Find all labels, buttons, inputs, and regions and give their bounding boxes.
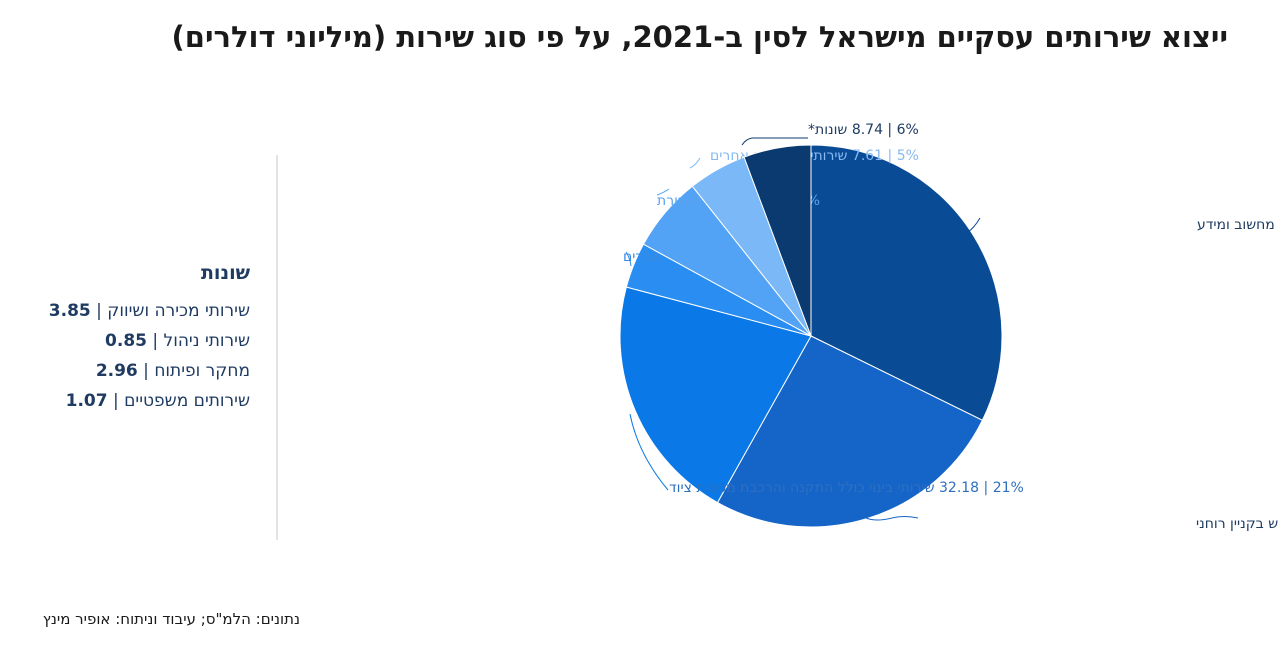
label-bracket	[865, 516, 919, 521]
others-item-value: 1.07	[65, 391, 108, 411]
others-item-value: 2.96	[95, 361, 138, 381]
others-item-name: מחקר ופיתוח	[154, 361, 250, 381]
others-item-value: 3.85	[48, 301, 91, 321]
label-bracket	[629, 413, 669, 491]
slice-label: 32% | 49.49 שירותי מחשוב ומידע	[1197, 217, 1278, 233]
others-item: שירותי מכירה ושיווק | 3.85	[48, 301, 250, 321]
others-item: שירותים משפטיים | 1.07	[65, 391, 250, 411]
others-title: שונות	[200, 262, 250, 284]
others-item-name: שירותי ניהול	[163, 331, 250, 351]
others-item: מחקר ופיתוח | 2.96	[95, 361, 250, 381]
label-bracket	[625, 251, 632, 267]
label-bracket	[967, 217, 981, 233]
slice-label: 5% | 7.61 שירותים עסקיים אחרים	[710, 148, 919, 164]
label-bracket	[689, 157, 701, 169]
label-bracket	[741, 137, 808, 146]
pie-slice	[619, 286, 812, 504]
slice-label: 21% | 32.18 שירותי בינוי כולל התקנה והרכ…	[669, 480, 1024, 496]
source-note: נתונים: הלמ"ס; עיבוד וניתוח: אופיר מינץ	[42, 610, 300, 628]
pie-slice	[743, 144, 812, 337]
slice-label: 26% | 39.67 תמלוגים עבור שימוש בקניין רו…	[1196, 516, 1278, 532]
others-item: שירותי ניהול | 0.85	[105, 331, 250, 351]
others-item-value: 0.85	[105, 331, 147, 351]
others-item-name: שירותי מכירה ושיווק	[107, 301, 250, 321]
divider	[276, 155, 278, 540]
label-bracket	[656, 188, 670, 196]
pie-slice	[810, 144, 1003, 421]
slice-label: 6% | 8.74 שונות*	[808, 122, 919, 138]
chart-title: ייצוא שירותים עסקיים מישראל לסין ב-2021,…	[171, 20, 1228, 54]
others-item-name: שירותים משפטיים	[124, 391, 250, 411]
others-breakdown: שונות שירותי מכירה ושיווק | 3.85 שירותי …	[10, 262, 250, 416]
